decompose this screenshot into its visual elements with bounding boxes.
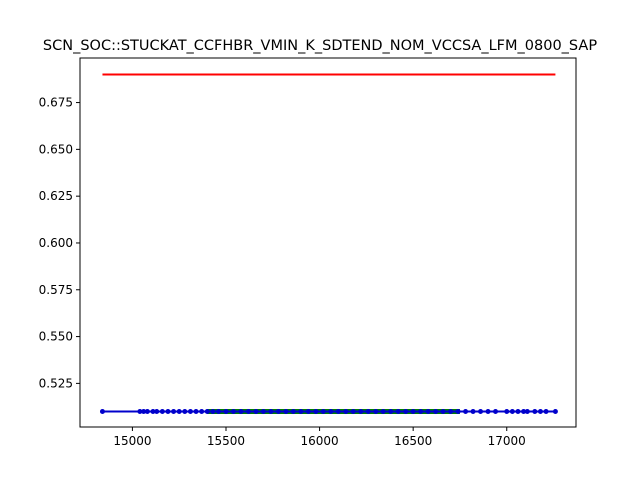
- data-point-19: [238, 408, 244, 414]
- data-point-26: [290, 408, 296, 414]
- x-tick-label: 16500: [394, 434, 432, 448]
- data-point-55: [509, 408, 515, 414]
- data-point-22: [260, 408, 266, 414]
- data-point-17: [223, 408, 229, 414]
- data-point-28: [305, 408, 311, 414]
- data-point-59: [532, 408, 538, 414]
- data-point-62: [552, 408, 558, 414]
- data-point-21: [253, 408, 259, 414]
- data-point-34: [350, 408, 356, 414]
- data-point-37: [373, 408, 379, 414]
- data-point-42: [410, 408, 416, 414]
- chart-title: SCN_SOC::STUCKAT_CCFHBR_VMIN_K_SDTEND_NO…: [43, 38, 597, 54]
- data-point-12: [193, 408, 199, 414]
- data-point-24: [275, 408, 281, 414]
- data-point-20: [245, 408, 251, 414]
- data-point-57: [521, 408, 527, 414]
- y-tick-label: 0.525: [39, 376, 73, 390]
- y-tick-label: 0.600: [39, 236, 73, 250]
- data-point-0: [99, 408, 105, 414]
- data-point-39: [388, 408, 394, 414]
- data-point-43: [418, 408, 424, 414]
- data-point-41: [403, 408, 409, 414]
- plot-area: [99, 73, 558, 414]
- data-point-10: [182, 408, 188, 414]
- y-tick-label: 0.625: [39, 189, 73, 203]
- data-point-14: [204, 408, 210, 414]
- y-tick-label: 0.675: [39, 96, 73, 110]
- data-point-3: [144, 408, 150, 414]
- data-point-31: [328, 408, 334, 414]
- data-point-49: [463, 408, 469, 414]
- data-point-32: [335, 408, 341, 414]
- data-point-40: [395, 408, 401, 414]
- data-point-53: [493, 408, 499, 414]
- data-point-11: [187, 408, 193, 414]
- y-axis: 0.525 0.550 0.575 0.600 0.625 0.650 0.675: [39, 96, 80, 390]
- y-tick-label: 0.650: [39, 142, 73, 156]
- x-axis: 15000 15500 16000 16500 17000: [113, 427, 526, 448]
- data-point-48: [455, 408, 461, 414]
- data-point-46: [440, 408, 446, 414]
- data-point-27: [298, 408, 304, 414]
- data-point-50: [470, 408, 476, 414]
- data-point-2: [141, 408, 147, 414]
- y-tick-label: 0.575: [39, 283, 73, 297]
- y-tick-label: 0.550: [39, 330, 73, 344]
- data-point-25: [283, 408, 289, 414]
- data-point-5: [154, 408, 160, 414]
- data-point-56: [515, 408, 521, 414]
- data-point-58: [524, 408, 530, 414]
- data-point-29: [313, 408, 319, 414]
- data-point-45: [433, 408, 439, 414]
- x-tick-label: 16000: [300, 434, 338, 448]
- data-point-16: [216, 408, 222, 414]
- data-point-35: [358, 408, 364, 414]
- x-tick-label: 15000: [113, 434, 151, 448]
- data-point-61: [543, 408, 549, 414]
- data-point-47: [448, 408, 454, 414]
- data-point-7: [165, 408, 171, 414]
- x-tick-label: 15500: [207, 434, 245, 448]
- axes-frame: [79, 57, 577, 428]
- data-point-15: [210, 408, 216, 414]
- data-point-13: [199, 408, 205, 414]
- data-point-60: [537, 408, 543, 414]
- data-point-30: [320, 408, 326, 414]
- data-point-4: [150, 408, 156, 414]
- data-point-18: [230, 408, 236, 414]
- data-point-9: [176, 408, 182, 414]
- data-point-6: [159, 408, 165, 414]
- data-point-44: [425, 408, 431, 414]
- x-tick-label: 17000: [488, 434, 526, 448]
- data-point-33: [343, 408, 349, 414]
- data-point-8: [171, 408, 177, 414]
- data-point-23: [268, 408, 274, 414]
- data-point-38: [380, 408, 386, 414]
- data-point-1: [137, 408, 143, 414]
- data-point-54: [504, 408, 510, 414]
- data-point-36: [365, 408, 371, 414]
- data-point-52: [485, 408, 491, 414]
- data-point-51: [478, 408, 484, 414]
